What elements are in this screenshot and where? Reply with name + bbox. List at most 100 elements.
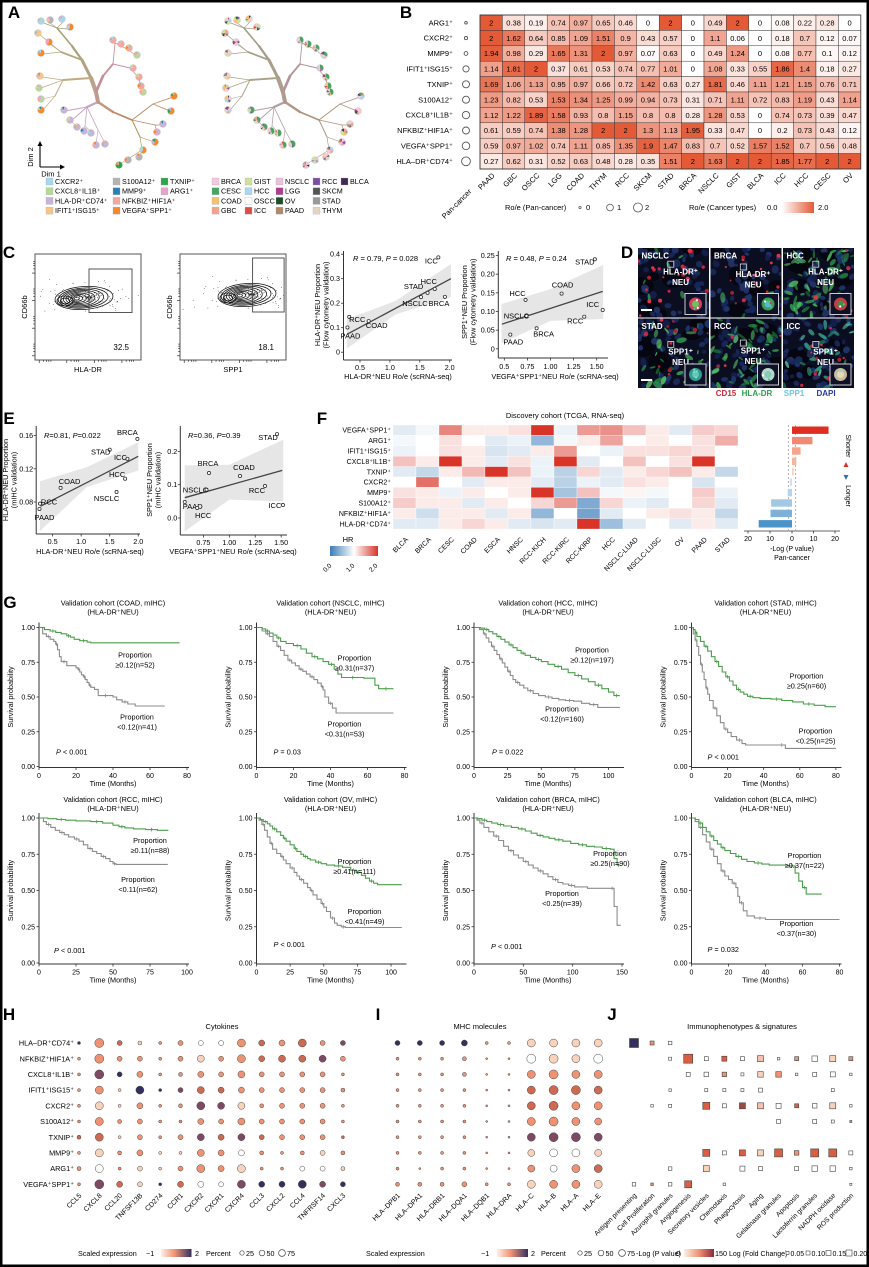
svg-text:1.57: 1.57 [753,142,768,151]
svg-text:50: 50 [519,970,527,977]
svg-text:1.51: 1.51 [663,157,678,166]
svg-text:0.47: 0.47 [842,111,857,120]
svg-text:100: 100 [181,970,193,977]
svg-text:(HLA-DR⁺NEU): (HLA-DR⁺NEU) [740,804,791,813]
svg-text:0.15: 0.15 [833,1251,847,1258]
svg-text:0: 0 [691,18,695,27]
svg-text:Proportion: Proportion [780,919,814,928]
svg-text:1.01: 1.01 [663,65,678,74]
svg-text:0.27: 0.27 [842,65,857,74]
svg-text:2: 2 [848,157,852,166]
svg-text:0.9: 0.9 [620,34,630,43]
svg-text:PAAD: PAAD [35,513,55,522]
svg-text:0: 0 [758,126,762,135]
svg-text:0.73: 0.73 [663,95,678,104]
svg-text:0.00: 0.00 [21,764,35,771]
svg-text:0.25: 0.25 [456,729,470,736]
svg-text:BRCA: BRCA [533,329,554,338]
svg-text:NEU: NEU [745,357,762,366]
svg-text:Time (Months): Time (Months) [307,976,354,985]
svg-text:ICC: ICC [114,453,128,462]
svg-text:ICC: ICC [425,256,439,265]
svg-text:HLA-DR⁺CD74⁺: HLA-DR⁺CD74⁺ [340,521,392,528]
svg-text:SPP1⁺: SPP1⁺ [813,348,838,357]
svg-text:Scaled expression: Scaled expression [78,1249,137,1258]
svg-text:0.74: 0.74 [551,18,566,27]
svg-text:Time (Months): Time (Months) [742,976,789,985]
svg-text:P < 0.001: P < 0.001 [56,748,87,757]
svg-text:1.89: 1.89 [529,111,544,120]
svg-text:Validation cohort (NSCLC, mIHC: Validation cohort (NSCLC, mIHC) [276,599,384,608]
svg-text:(HLA-DR⁺NEU): (HLA-DR⁺NEU) [522,608,573,617]
svg-text:100: 100 [385,970,397,977]
svg-text:Ro/e (Cancer types): Ro/e (Cancer types) [689,203,757,212]
svg-text:≥0.41(n=111): ≥0.41(n=111) [333,867,375,876]
svg-text:0: 0 [255,773,259,780]
svg-text:Time (Months): Time (Months) [90,779,137,788]
svg-text:Cytokines: Cytokines [206,1022,239,1031]
svg-text:−1: −1 [146,1249,154,1258]
svg-text:<0.31(n=53): <0.31(n=53) [325,730,365,739]
svg-text:Proportion: Proportion [133,836,167,845]
svg-text:TXNIP⁺: TXNIP⁺ [427,80,453,89]
svg-text:0.7: 0.7 [800,142,810,151]
svg-text:20: 20 [725,970,733,977]
svg-text:VEGFA⁺SPP1⁺NEU Ro/e (scRNA-seq: VEGFA⁺SPP1⁺NEU Ro/e (scRNA-seq) [169,547,296,556]
svg-text:0.2: 0.2 [777,126,787,135]
svg-text:20: 20 [724,773,732,780]
svg-text:MMP9⁺: MMP9⁺ [427,49,453,58]
svg-text:0.3: 0.3 [330,274,340,283]
svg-text:1.00: 1.00 [239,625,253,632]
svg-text:0.75: 0.75 [239,660,253,667]
svg-text:25: 25 [584,1249,592,1258]
svg-text:0: 0 [691,49,695,58]
svg-text:80: 80 [183,773,191,780]
svg-text:S100A12⁺: S100A12⁺ [40,1117,74,1126]
svg-text:0.8: 0.8 [598,111,608,120]
svg-text:<0.37(n=30): <0.37(n=30) [777,929,817,938]
svg-text:0.50: 0.50 [456,695,470,702]
svg-text:0.63: 0.63 [573,157,588,166]
svg-text:1.0: 1.0 [345,562,357,574]
svg-text:0.20: 0.20 [854,1251,868,1258]
svg-text:0: 0 [690,773,694,780]
svg-text:20: 20 [831,536,839,543]
svg-text:MMP9⁺: MMP9⁺ [367,490,391,497]
svg-text:1.00: 1.00 [456,816,470,823]
svg-text:25: 25 [246,1249,254,1258]
svg-text:Validation cohort (RCC, mIHC): Validation cohort (RCC, mIHC) [63,795,162,804]
svg-text:0.56: 0.56 [820,142,835,151]
svg-text:0.50: 0.50 [21,695,35,702]
svg-text:60: 60 [799,970,807,977]
svg-text:0.85: 0.85 [551,34,566,43]
svg-text:0.50: 0.50 [21,888,35,895]
svg-text:HLA-DR⁺NEU Proportion: HLA-DR⁺NEU Proportion [1,439,10,521]
svg-text:0.10: 0.10 [481,307,495,316]
svg-text:50: 50 [537,773,545,780]
svg-text:0: 0 [691,65,695,74]
svg-text:20: 20 [290,773,298,780]
svg-text:75: 75 [146,970,154,977]
svg-text:0.25: 0.25 [21,729,35,736]
svg-text:1.69: 1.69 [484,80,499,89]
svg-text:Proportion: Proportion [348,907,382,916]
svg-text:1.38: 1.38 [551,126,566,135]
svg-text:0.74: 0.74 [551,142,566,151]
svg-text:0.75: 0.75 [239,852,253,859]
svg-text:0.75: 0.75 [196,538,210,547]
svg-text:0.99: 0.99 [618,95,633,104]
svg-text:1.9: 1.9 [643,142,653,151]
svg-text:1.02: 1.02 [529,142,544,151]
svg-text:0.8: 0.8 [643,111,653,120]
svg-text:Proportion: Proportion [338,857,372,866]
svg-text:1.62: 1.62 [506,34,521,43]
svg-text:1.15: 1.15 [797,80,812,89]
svg-text:0: 0 [472,773,476,780]
svg-text:0.22: 0.22 [797,18,812,27]
svg-text:0.35: 0.35 [641,157,656,166]
svg-text:10: 10 [766,536,774,543]
svg-text:75: 75 [287,1249,295,1258]
svg-text:TXNIP⁺: TXNIP⁺ [49,1133,74,1142]
svg-text:0.5: 0.5 [499,362,509,371]
svg-text:0.1: 0.1 [167,480,177,489]
